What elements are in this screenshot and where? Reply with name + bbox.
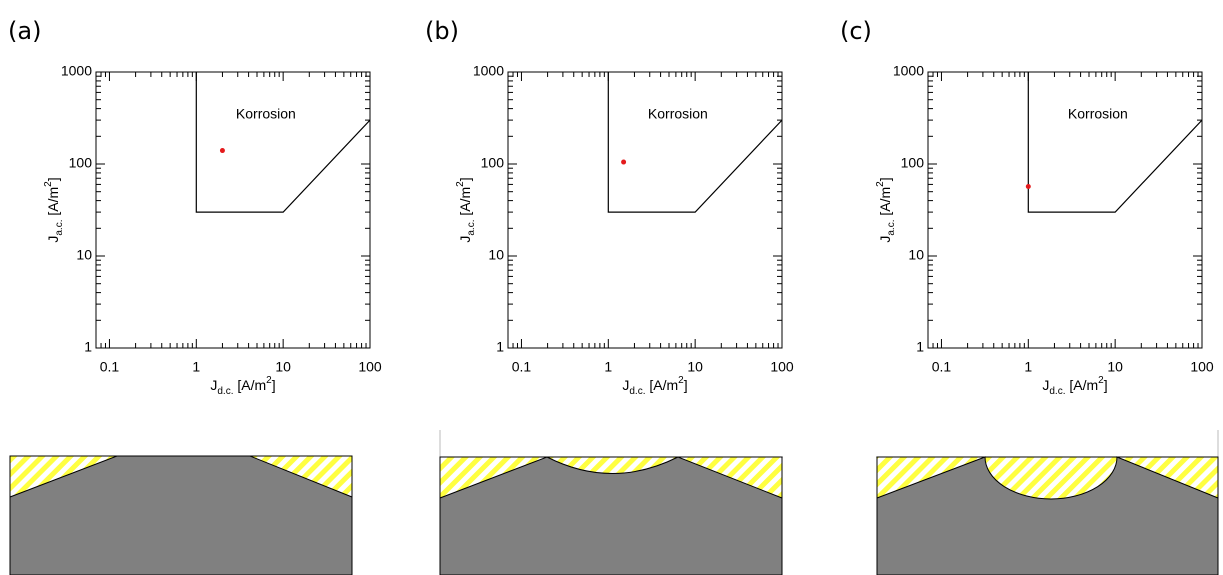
annotation: Korrosion xyxy=(648,106,708,122)
x-tick-label: 1 xyxy=(1024,359,1032,375)
data-point xyxy=(1025,183,1031,189)
label-part: ] xyxy=(877,177,893,181)
metal xyxy=(439,456,783,575)
label-part: a.c. xyxy=(54,220,65,236)
panel-label: (b) xyxy=(425,17,459,45)
boundary-line xyxy=(195,72,371,213)
y-axis-label: Ja.c. [A/m2] xyxy=(875,177,897,242)
x-tick-label: 1 xyxy=(192,359,200,375)
label-part: 2 xyxy=(678,375,684,386)
x-axis-label: Jd.c. [A/m2] xyxy=(1042,375,1107,397)
y-axis-label: Ja.c. [A/m2] xyxy=(43,177,65,242)
x-tick-label: 10 xyxy=(275,359,291,375)
label-part: 2 xyxy=(266,375,272,386)
label-part: d.c. xyxy=(1049,386,1065,397)
label-part: ] xyxy=(45,177,61,181)
label-part: a.c. xyxy=(466,220,477,236)
label-part: J xyxy=(1042,377,1049,393)
label-part: d.c. xyxy=(217,386,233,397)
frame xyxy=(439,456,783,575)
label-part: 2 xyxy=(43,181,54,187)
boundary-line xyxy=(607,72,783,213)
x-tick-label: 0.1 xyxy=(932,359,952,375)
metal xyxy=(876,456,1219,575)
label-part: J xyxy=(622,377,629,393)
label-part: d.c. xyxy=(629,386,645,397)
cross-sections xyxy=(9,430,1219,575)
label-part: ] xyxy=(1104,377,1108,393)
x-axis-label: Jd.c. [A/m2] xyxy=(622,375,687,397)
annotation: Korrosion xyxy=(236,106,296,122)
guide-line xyxy=(439,430,1219,458)
label-part: J xyxy=(210,377,217,393)
plot-frame xyxy=(95,71,371,349)
label-part: [A/m xyxy=(877,187,893,220)
x-tick-label: 0.1 xyxy=(100,359,120,375)
gap xyxy=(783,456,876,575)
label-part: [A/m xyxy=(234,377,267,393)
plot-frame xyxy=(927,71,1203,349)
x-tick-label: 10 xyxy=(1107,359,1123,375)
x-tick-label: 1 xyxy=(604,359,612,375)
label-part: 2 xyxy=(875,181,886,187)
y-tick-label: 100 xyxy=(69,155,93,171)
label-part: 2 xyxy=(1098,375,1104,386)
label-part: [A/m xyxy=(1066,377,1099,393)
annotation: Korrosion xyxy=(1068,106,1128,122)
label-part: J xyxy=(877,236,893,243)
x-tick-label: 100 xyxy=(358,359,382,375)
x-tick-label: 100 xyxy=(1190,359,1214,375)
data-point xyxy=(621,159,627,165)
y-tick-label: 1000 xyxy=(61,63,92,79)
y-tick-label: 1 xyxy=(496,339,504,355)
label-part: 2 xyxy=(455,181,466,187)
label-part: ] xyxy=(272,377,276,393)
x-axis-label: Jd.c. [A/m2] xyxy=(210,375,275,397)
plot-frame xyxy=(507,71,783,349)
y-tick-label: 100 xyxy=(901,155,925,171)
frame xyxy=(876,456,1219,575)
y-tick-label: 10 xyxy=(908,247,924,263)
label-part: [A/m xyxy=(457,187,473,220)
label-part: J xyxy=(45,236,61,243)
label-part: [A/m xyxy=(45,187,61,220)
y-tick-label: 1000 xyxy=(473,63,504,79)
y-tick-label: 10 xyxy=(76,247,92,263)
data-point xyxy=(219,148,225,154)
panel-label: (a) xyxy=(8,17,41,45)
boundary-line xyxy=(1027,72,1203,213)
y-tick-label: 1000 xyxy=(893,63,924,79)
x-tick-label: 100 xyxy=(770,359,794,375)
label-part: ] xyxy=(684,377,688,393)
label-part: a.c. xyxy=(886,220,897,236)
label-part: ] xyxy=(457,177,473,181)
y-tick-label: 100 xyxy=(481,155,505,171)
frame xyxy=(9,455,353,575)
y-axis-label: Ja.c. [A/m2] xyxy=(455,177,477,242)
y-tick-label: 10 xyxy=(488,247,504,263)
x-tick-label: 10 xyxy=(687,359,703,375)
label-part: J xyxy=(457,236,473,243)
label-part: [A/m xyxy=(646,377,679,393)
y-tick-label: 1 xyxy=(84,339,92,355)
x-tick-label: 0.1 xyxy=(512,359,532,375)
panel-label: (c) xyxy=(840,17,872,45)
y-tick-label: 1 xyxy=(916,339,924,355)
